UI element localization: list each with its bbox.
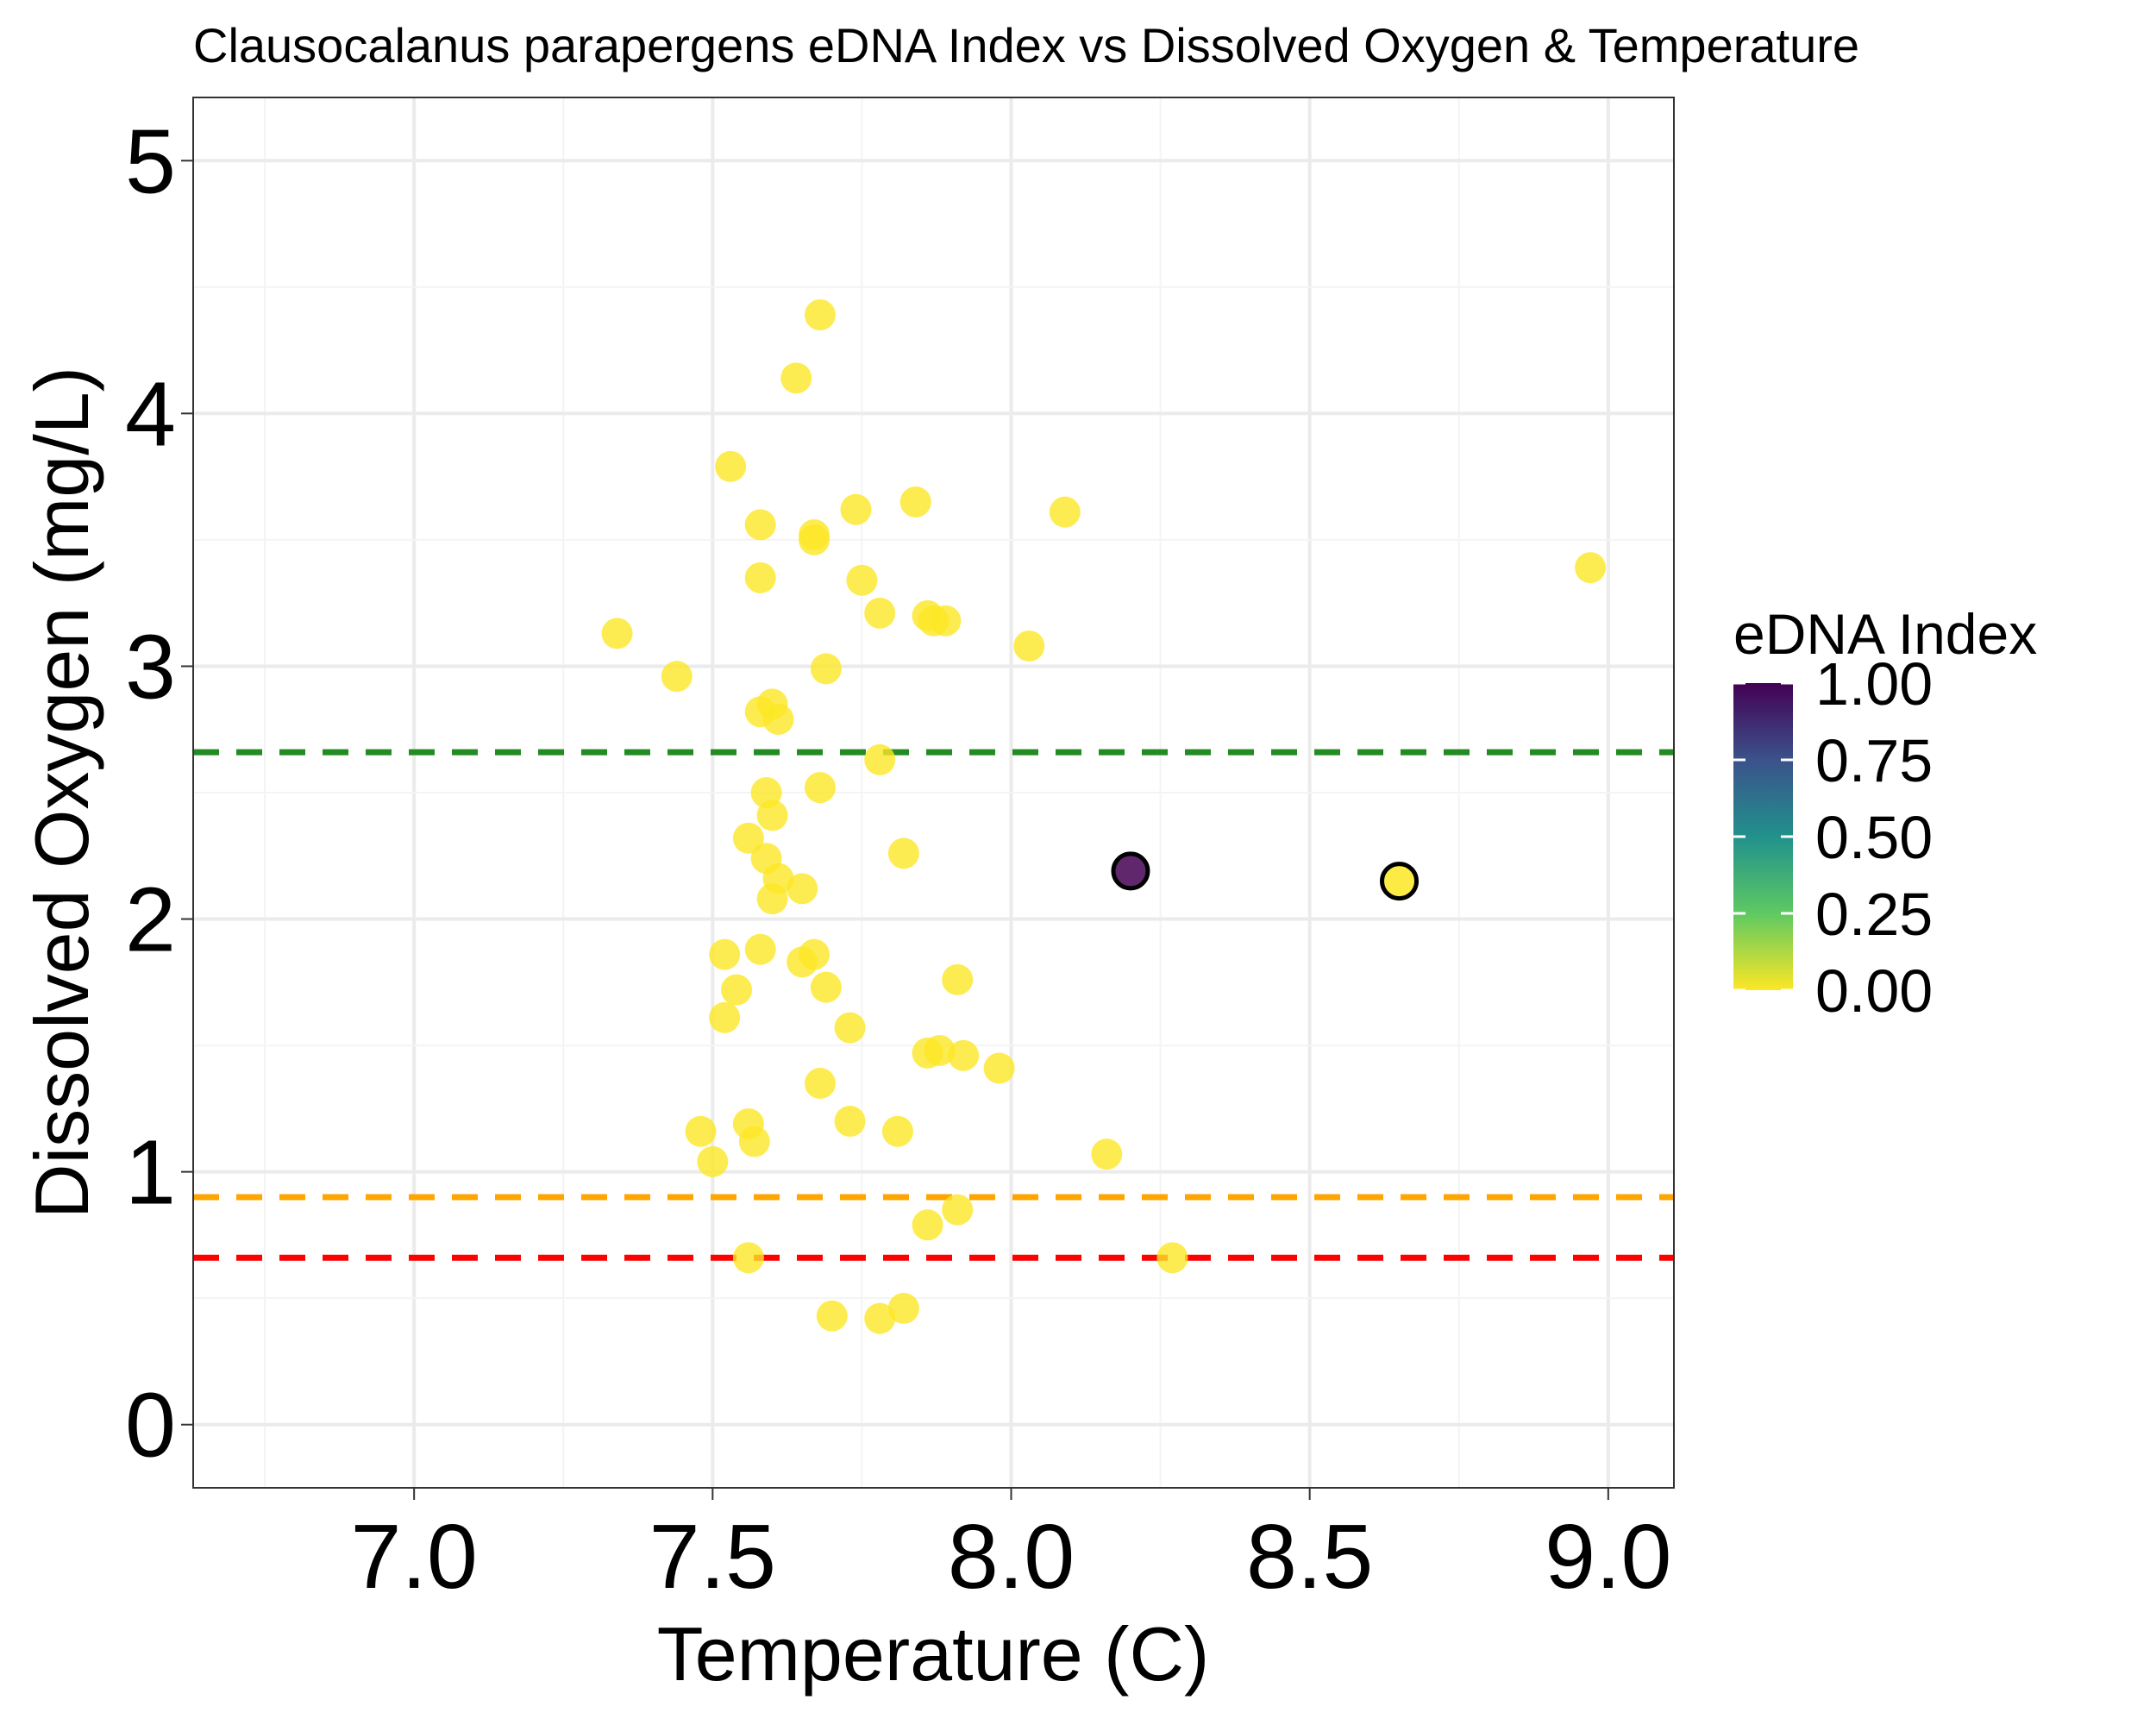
data-point-highlighted: [1380, 862, 1420, 901]
data-point: [816, 1300, 848, 1332]
data-point: [756, 800, 788, 831]
data-point-highlighted: [1111, 851, 1150, 891]
x-tick-label: 9.0: [1545, 1506, 1671, 1608]
data-point: [1575, 552, 1607, 584]
data-point: [697, 1145, 729, 1177]
data-point: [864, 743, 896, 775]
legend-tick-label: 0.25: [1815, 881, 1933, 948]
data-point: [804, 299, 836, 331]
data-point: [787, 873, 818, 905]
data-point: [834, 1106, 866, 1138]
data-point: [780, 362, 812, 394]
data-point: [948, 1039, 980, 1071]
data-point: [864, 1302, 896, 1334]
data-point: [721, 974, 753, 1006]
legend-tick-label: 0.50: [1815, 804, 1933, 871]
x-tick-label: 8.5: [1246, 1506, 1373, 1608]
legend-tick-label: 1.00: [1815, 650, 1933, 718]
legend: eDNA Index 1.00 0.75 0.50 0.25 0.00: [1733, 602, 2037, 1025]
data-point: [799, 524, 830, 555]
data-points: [601, 299, 1607, 1334]
data-point: [738, 1126, 770, 1157]
data-point: [810, 971, 842, 1003]
y-tick-label: 1: [125, 1122, 176, 1224]
legend-tick-label: 0.00: [1815, 957, 1933, 1025]
data-point: [709, 1001, 741, 1033]
x-axis-ticks: 7.0 7.5 8.0 8.5 9.0: [350, 1488, 1672, 1608]
data-point: [661, 661, 693, 693]
chart-title: Clausocalanus parapergens eDNA Index vs …: [193, 18, 1859, 72]
data-point: [1156, 1242, 1188, 1274]
data-point: [804, 772, 836, 804]
data-point: [787, 946, 818, 978]
y-tick-label: 2: [125, 869, 176, 971]
data-point: [744, 561, 776, 593]
data-point: [744, 509, 776, 541]
legend-ticks: 1.00 0.75 0.50 0.25 0.00: [1733, 650, 1933, 1025]
data-point: [912, 1209, 943, 1241]
data-point: [744, 933, 776, 965]
y-tick-label: 0: [125, 1375, 176, 1477]
data-point: [709, 938, 741, 970]
data-point: [810, 653, 842, 685]
data-point: [756, 883, 788, 915]
data-point: [942, 1194, 974, 1226]
data-point: [732, 822, 764, 854]
data-point: [924, 1034, 956, 1066]
y-tick-label: 5: [125, 110, 176, 212]
y-tick-label: 4: [125, 363, 176, 465]
data-point: [1091, 1138, 1123, 1170]
data-point: [1013, 630, 1045, 662]
y-axis-ticks: 0 1 2 3 4 5: [125, 110, 193, 1477]
x-tick-label: 8.0: [948, 1506, 1075, 1608]
data-point: [804, 1068, 836, 1100]
y-axis-title: Dissolved Oxygen (mg/L): [19, 367, 104, 1219]
data-point: [601, 618, 633, 649]
data-point: [846, 564, 878, 596]
data-point: [840, 493, 872, 525]
data-point: [942, 963, 974, 995]
data-point: [685, 1115, 717, 1147]
data-point: [1049, 496, 1081, 528]
x-axis-title: Temperature (C): [657, 1611, 1210, 1697]
legend-tick-label: 0.75: [1815, 727, 1933, 794]
x-tick-label: 7.0: [350, 1506, 477, 1608]
data-point: [983, 1052, 1015, 1084]
y-tick-label: 3: [125, 616, 176, 718]
data-point: [834, 1012, 866, 1044]
data-point: [887, 837, 919, 869]
data-point: [762, 704, 794, 736]
data-point: [930, 605, 962, 637]
grid-lines: [193, 97, 1674, 1488]
legend-title: eDNA Index: [1733, 602, 2037, 666]
reference-lines: [193, 749, 1674, 1261]
x-tick-label: 7.5: [649, 1506, 776, 1608]
data-point: [732, 1242, 764, 1274]
data-point: [899, 486, 931, 518]
data-point: [864, 597, 896, 629]
data-point: [887, 1292, 919, 1324]
plot-border: [192, 97, 1675, 1489]
data-point: [881, 1115, 913, 1147]
data-point: [715, 450, 747, 482]
